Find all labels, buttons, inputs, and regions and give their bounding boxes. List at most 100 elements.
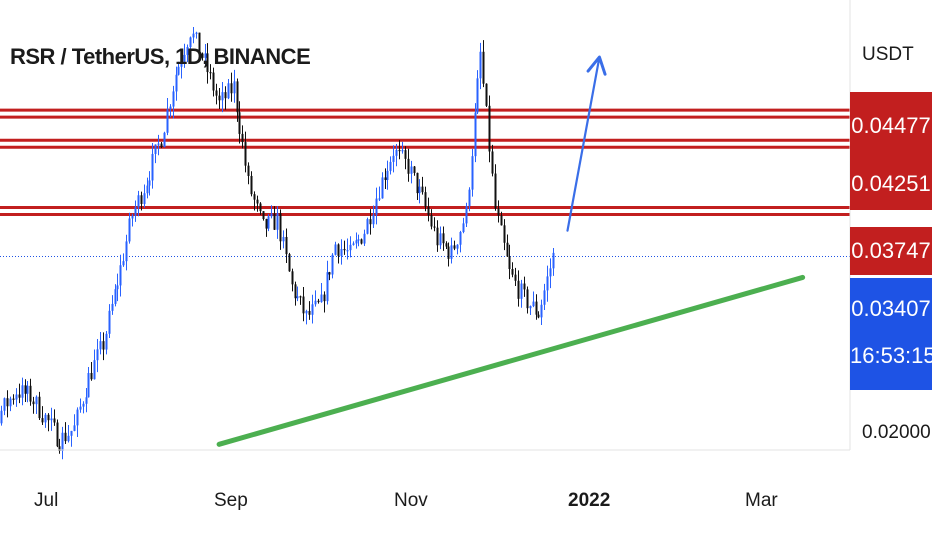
candle-body (270, 213, 273, 217)
candle-body (276, 213, 279, 230)
candle-body (206, 53, 209, 73)
candle-body (250, 175, 253, 195)
candle-body (41, 418, 44, 423)
resistance-tag-0.04251: 0.04251 (850, 158, 932, 210)
candle-body (24, 385, 27, 394)
candle-body (532, 301, 535, 307)
candle-body (215, 90, 218, 96)
resistance-tag-0.03747: 0.03747 (850, 227, 932, 275)
candle-body (21, 385, 24, 398)
candle-body (450, 245, 453, 259)
candle-body (320, 294, 323, 303)
candle-body (209, 72, 212, 74)
candle-body (401, 150, 404, 152)
candle-body (35, 396, 38, 405)
x-tick-mar: Mar (745, 490, 778, 511)
candle-body (421, 186, 424, 193)
candle-body (416, 172, 419, 194)
candle-body (212, 72, 215, 91)
candle-body (372, 214, 375, 225)
candle-body (346, 250, 349, 252)
candle-body (549, 268, 552, 277)
candle-body (328, 272, 331, 275)
candle-body (445, 243, 448, 247)
candle-body (430, 215, 433, 227)
candle-body (311, 304, 314, 315)
candle-body (296, 296, 299, 299)
candle-body (427, 206, 430, 216)
candle-body (340, 248, 343, 256)
candle-body (317, 300, 320, 303)
candle-body (192, 33, 195, 38)
candle-body (56, 422, 59, 447)
candle-body (506, 242, 509, 257)
candle-body (0, 410, 3, 424)
candle-body (177, 66, 180, 75)
candle-body (44, 414, 47, 423)
candle-body (90, 372, 93, 380)
candle-body (87, 372, 90, 398)
candle-body (349, 244, 352, 251)
candle-body (38, 396, 41, 419)
candle-body (474, 112, 477, 157)
candle-body (439, 233, 442, 246)
candle-body (3, 398, 6, 411)
candle-body (517, 280, 520, 299)
candle-body (53, 418, 56, 423)
candle-body (465, 206, 468, 224)
candle-body (424, 192, 427, 207)
candle-body (384, 177, 387, 180)
candle-body (326, 272, 329, 302)
candle-body (76, 409, 79, 426)
candle-body (172, 91, 175, 107)
candle-body (102, 341, 105, 350)
candle-body (128, 218, 131, 242)
candle-body (282, 236, 285, 242)
candle-body (357, 239, 360, 241)
candle-body (140, 195, 143, 204)
candle-body (459, 231, 462, 245)
candle-body (93, 360, 96, 380)
candle-body (125, 241, 128, 262)
candle-body (343, 248, 346, 251)
candle-body (552, 252, 555, 269)
candle-body (413, 166, 416, 173)
candle-body (15, 394, 18, 400)
x-tick-nov: Nov (394, 490, 428, 511)
candle-body (67, 435, 70, 442)
candle-body (291, 271, 294, 285)
candle-body (497, 208, 500, 216)
candle-body (247, 165, 250, 176)
candle-body (273, 213, 276, 230)
candle-body (241, 133, 244, 143)
candle-body (6, 398, 9, 407)
candle-body (154, 144, 157, 154)
candle-body (279, 213, 282, 242)
candle-body (82, 403, 85, 407)
x-tick-2022: 2022 (568, 490, 611, 511)
candle-body (407, 158, 410, 174)
candle-body (375, 198, 378, 215)
candle-body (398, 149, 401, 152)
candle-body (508, 256, 511, 270)
candle-body (378, 198, 381, 200)
candle-body (61, 432, 64, 451)
candle-body (99, 341, 102, 350)
candle-body (392, 155, 395, 162)
candle-body (186, 47, 189, 55)
candle-body (122, 261, 125, 266)
candle-body (267, 216, 270, 229)
candle-body (244, 142, 247, 166)
candle-body (395, 149, 398, 156)
candle-body (436, 227, 439, 246)
candle-body (114, 289, 117, 304)
candle-body (386, 170, 389, 180)
projection-arrow-head (586, 55, 607, 76)
candle-body (50, 418, 53, 421)
candle-body (520, 283, 523, 299)
candle-body (201, 53, 204, 58)
current-price-tag: 0.03407 (850, 278, 932, 328)
candle-body (175, 74, 178, 92)
